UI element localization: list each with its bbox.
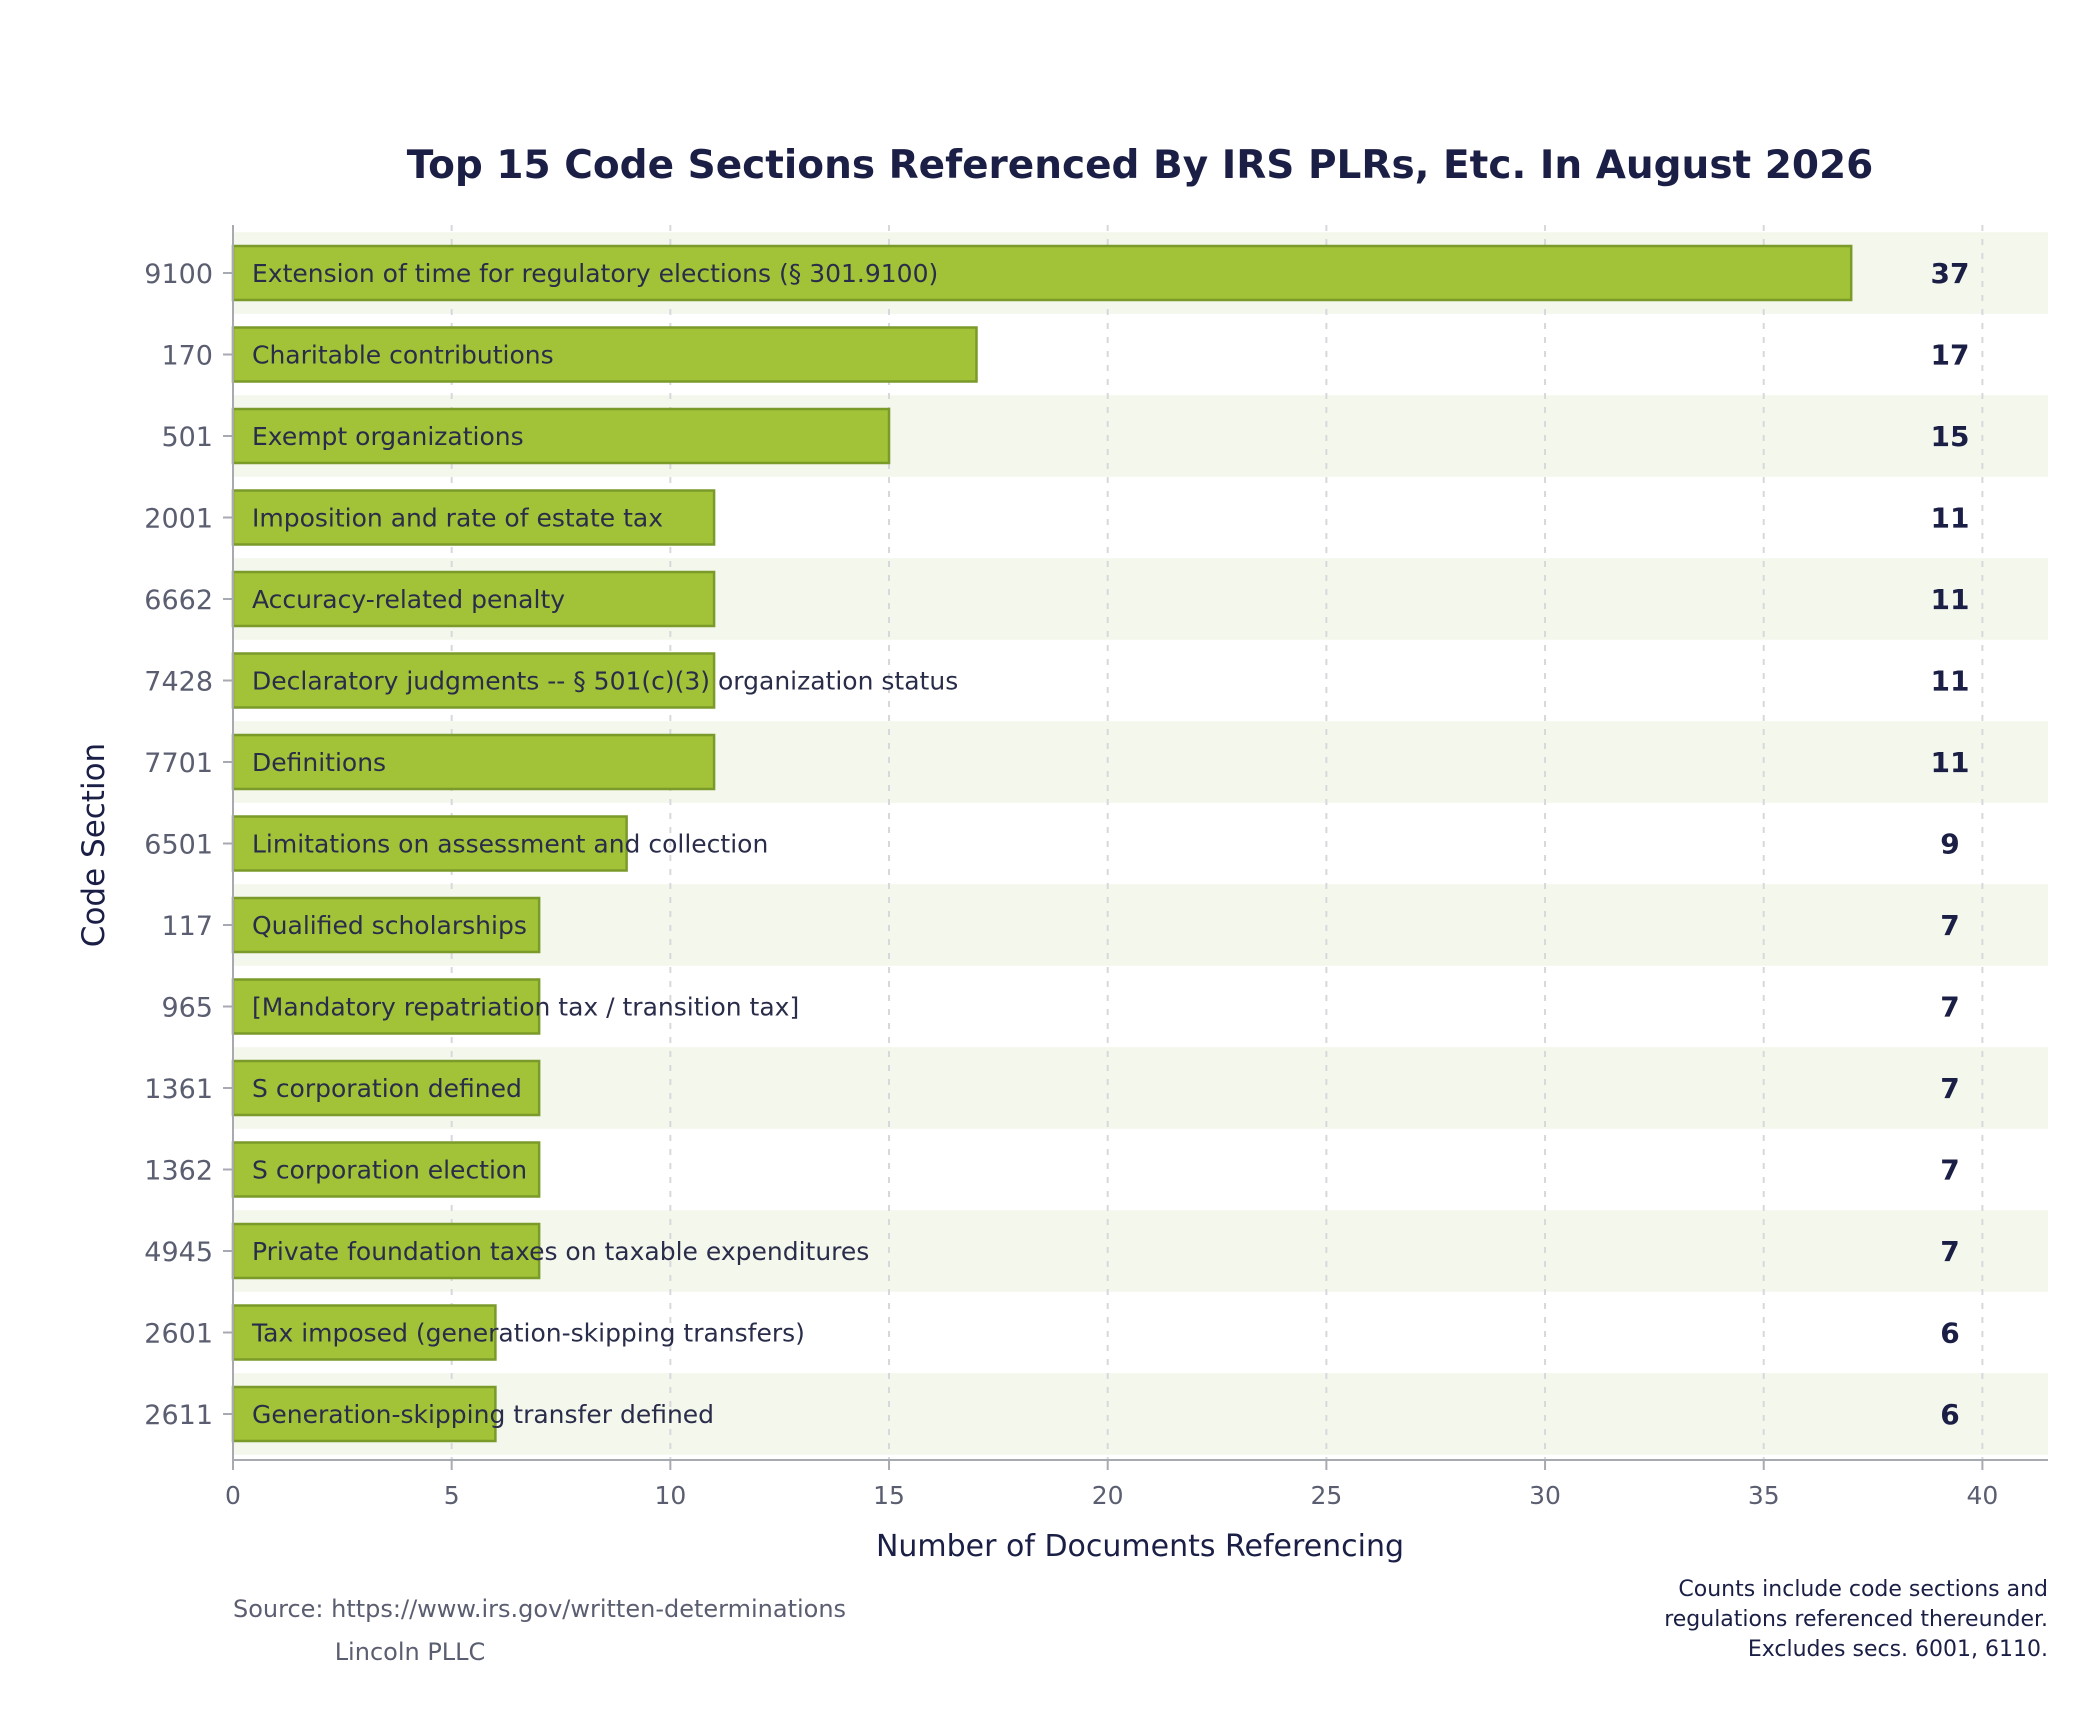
bar-description-label: Qualified scholarships [252, 911, 527, 940]
bar [231, 733, 716, 791]
bar [231, 1141, 541, 1198]
x-axis-label: Number of Documents Referencing [876, 1529, 1404, 1564]
bar [231, 489, 716, 546]
bar-description-label: Limitations on assessment and collection [252, 830, 768, 859]
x-tick-label: 30 [1529, 1481, 1561, 1510]
footnote-line: regulations referenced thereunder. [1664, 1607, 2048, 1632]
y-axis-label: Code Section [76, 743, 112, 947]
y-tick-label: 1362 [144, 1156, 213, 1187]
credit-text: Lincoln PLLC [335, 1638, 486, 1666]
y-tick-label: 2601 [144, 1319, 213, 1350]
value-label: 9 [1940, 828, 1959, 861]
x-tick-label: 40 [1966, 1481, 1998, 1510]
x-tick-label: 5 [444, 1481, 460, 1510]
value-label: 11 [1931, 665, 1970, 698]
bar-description-label: Imposition and rate of estate tax [252, 504, 663, 533]
bar [231, 815, 628, 872]
value-label: 7 [1940, 909, 1959, 942]
value-label: 37 [1931, 257, 1970, 290]
value-label: 11 [1931, 502, 1970, 535]
y-tick-label: 501 [161, 422, 213, 453]
y-tick-label: 6501 [144, 830, 213, 861]
row-band [233, 1373, 2048, 1455]
bar [231, 326, 978, 383]
x-tick-label: 25 [1310, 1481, 1342, 1510]
y-tick-label: 1361 [144, 1074, 213, 1105]
bar-description-label: Accuracy-related penalty [252, 585, 565, 614]
value-label: 17 [1931, 339, 1970, 372]
bar [231, 978, 541, 1035]
bar-description-label: Generation-skipping transfer defined [252, 1400, 714, 1429]
bar-description-label: Charitable contributions [252, 341, 554, 370]
bar-description-label: Extension of time for regulatory electio… [252, 259, 938, 288]
y-tick-label: 170 [161, 341, 213, 372]
y-tick-label: 2001 [144, 504, 213, 535]
y-tick-label: 7428 [144, 667, 213, 698]
y-tick-label: 7701 [144, 748, 213, 779]
bar-description-label: S corporation election [252, 1156, 527, 1185]
value-label: 7 [1940, 1072, 1959, 1105]
y-tick-label: 117 [161, 911, 213, 942]
bar-description-label: S corporation defined [252, 1074, 522, 1103]
y-tick-label: 4945 [144, 1237, 213, 1268]
bar [231, 1304, 497, 1361]
bar-description-label: Tax imposed (generation-skipping transfe… [251, 1319, 805, 1348]
bar [231, 570, 716, 628]
footnote-line: Excludes secs. 6001, 6110. [1748, 1637, 2048, 1662]
value-label: 15 [1931, 420, 1970, 453]
bar [231, 652, 716, 709]
y-tick-label: 9100 [144, 259, 213, 290]
bar-description-label: Private foundation taxes on taxable expe… [252, 1237, 869, 1266]
value-label: 7 [1940, 1154, 1959, 1187]
bar-description-label: Declaratory judgments -- § 501(c)(3) org… [252, 667, 958, 696]
value-labels: 37 17 15 11 11 11 11 9 7 7 7 7 7 6 6 [1931, 257, 1970, 1431]
bars: Extension of time for regulatory electio… [231, 244, 1853, 1443]
value-label: 11 [1931, 746, 1970, 779]
bar-description-label: Definitions [252, 748, 386, 777]
x-tick-label: 35 [1748, 1481, 1780, 1510]
value-label: 7 [1940, 991, 1959, 1024]
bar-description-label: Exempt organizations [252, 422, 524, 451]
x-tick-label: 0 [225, 1481, 241, 1510]
source-text: Source: https://www.irs.gov/written-dete… [233, 1595, 846, 1623]
bar [231, 896, 541, 954]
x-tick-label: 10 [654, 1481, 686, 1510]
y-tick-label: 965 [161, 993, 213, 1024]
chart-title: Top 15 Code Sections Referenced By IRS P… [407, 143, 1874, 188]
bar [231, 244, 1853, 302]
bar-description-label: [Mandatory repatriation tax / transition… [252, 993, 799, 1022]
value-label: 7 [1940, 1235, 1959, 1268]
y-tick-label: 6662 [144, 585, 213, 616]
tick-labels: 0 5 10 15 20 25 30 35 40910017050120016662742877… [144, 259, 1998, 1510]
value-label: 6 [1940, 1317, 1959, 1350]
bar [231, 1222, 541, 1280]
x-tick-label: 20 [1092, 1481, 1124, 1510]
value-label: 11 [1931, 583, 1970, 616]
x-tick-label: 15 [873, 1481, 905, 1510]
value-label: 6 [1940, 1398, 1959, 1431]
footnote-line: Counts include code sections and [1678, 1577, 2048, 1602]
y-tick-label: 2611 [144, 1400, 213, 1431]
